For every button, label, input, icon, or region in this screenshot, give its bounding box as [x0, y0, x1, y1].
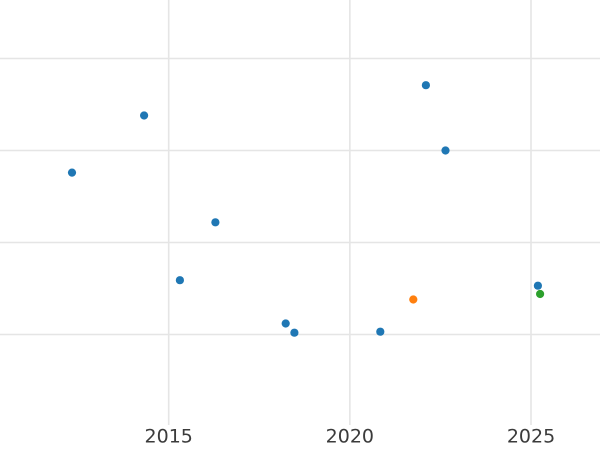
data-point-blue: [211, 218, 220, 227]
data-point-blue: [67, 168, 77, 177]
x-tick-label-2025: 2025: [507, 426, 555, 448]
data-point-blue: [441, 146, 450, 155]
data-point-blue: [281, 319, 290, 328]
data-point-orange: [409, 295, 418, 304]
data-point-blue: [376, 327, 385, 336]
data-point-blue: [533, 281, 543, 290]
x-tick-label-2015: 2015: [145, 426, 193, 448]
data-point-green: [536, 289, 545, 299]
data-point-blue: [421, 81, 430, 90]
data-point-blue: [175, 276, 184, 285]
data-point-blue: [140, 111, 149, 120]
data-point-blue: [290, 328, 299, 337]
x-tick-label-2020: 2020: [326, 426, 374, 448]
